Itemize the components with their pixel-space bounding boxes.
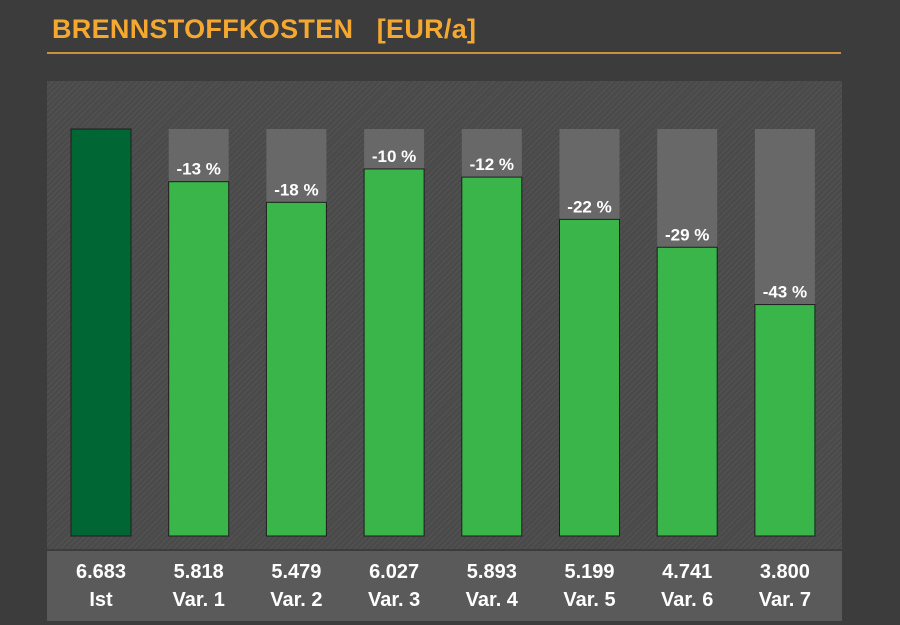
percent-label-3: -10 % [372,147,416,166]
chart-unit: [EUR/a] [376,14,477,44]
value-label-7: 3.800 [760,561,810,583]
category-label-7: Var. 7 [759,589,811,611]
bar-4 [461,176,523,537]
bar-2 [265,201,327,537]
category-label-4: Var. 4 [466,589,519,611]
bar-0 [70,128,132,537]
value-label-3: 6.027 [369,561,419,583]
value-label-1: 5.818 [174,561,224,583]
value-label-4: 5.893 [467,561,517,583]
chart-title-text: BRENNSTOFFKOSTEN [52,14,354,44]
value-label-6: 4.741 [662,561,712,583]
title-underline [47,52,841,54]
category-label-3: Var. 3 [368,589,420,611]
value-label-5: 5.199 [564,561,614,583]
category-label-0: Ist [89,589,113,611]
category-label-2: Var. 2 [270,589,322,611]
bar-5 [559,218,620,537]
percent-label-7: -43 % [763,283,807,302]
category-label-band [47,551,842,621]
bar-7 [754,304,816,537]
value-label-0: 6.683 [76,561,126,583]
percent-label-4: -12 % [470,155,514,174]
percent-label-6: -29 % [665,225,709,244]
chart-title: BRENNSTOFFKOSTEN [EUR/a] [52,14,476,45]
bar-6 [656,246,718,537]
category-label-5: Var. 5 [563,589,615,611]
percent-label-2: -18 % [274,180,318,199]
category-label-1: Var. 1 [173,589,225,611]
bar-3 [363,168,425,537]
category-label-6: Var. 6 [661,589,713,611]
bar-1 [168,181,230,537]
value-label-2: 5.479 [271,561,321,583]
percent-label-1: -13 % [176,160,220,179]
percent-label-5: -22 % [567,197,611,216]
